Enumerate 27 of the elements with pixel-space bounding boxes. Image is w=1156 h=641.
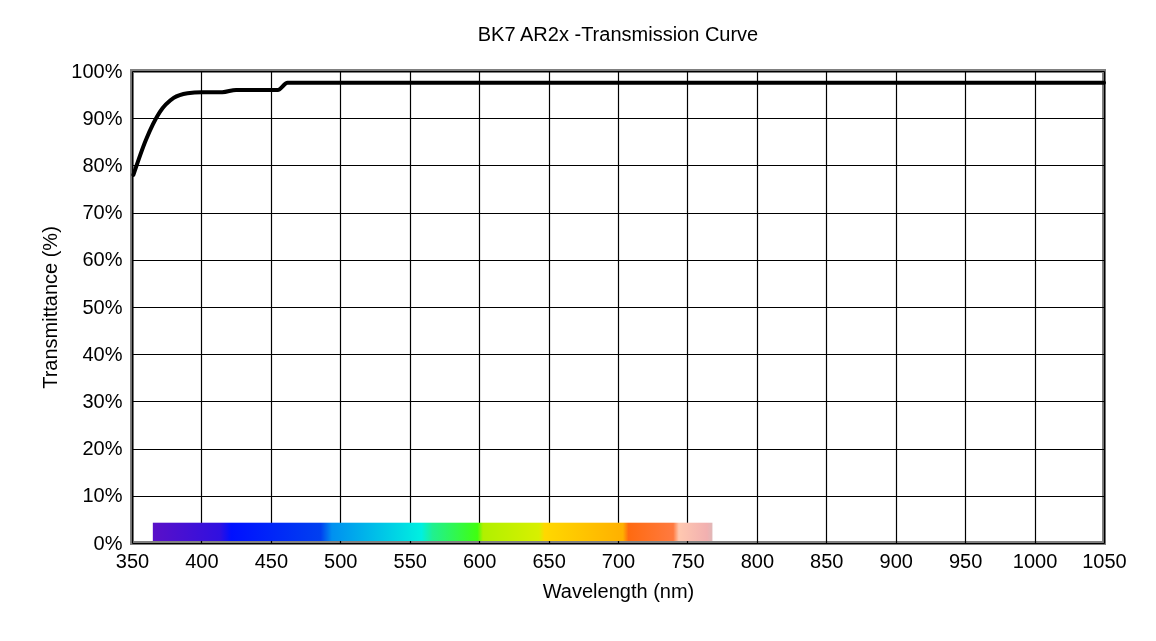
y-tick-label: 10% bbox=[82, 484, 123, 507]
y-tick-label: 50% bbox=[82, 295, 123, 318]
y-tick-label: 60% bbox=[82, 248, 123, 271]
x-tick-label: 900 bbox=[879, 549, 913, 572]
x-tick-label: 500 bbox=[324, 549, 358, 572]
x-tick-label: 450 bbox=[254, 549, 289, 572]
y-tick-label: 30% bbox=[82, 389, 123, 412]
x-tick-label: 550 bbox=[393, 549, 427, 572]
x-tick-label: 400 bbox=[185, 549, 219, 572]
x-tick-label: 600 bbox=[462, 549, 497, 572]
chart-title: BK7 AR2x -Transmission Curve bbox=[477, 23, 759, 45]
x-tick-label: 750 bbox=[671, 549, 705, 572]
x-tick-label: 650 bbox=[532, 549, 566, 572]
x-tick-label: 850 bbox=[810, 549, 844, 572]
y-tick-label: 100% bbox=[71, 59, 123, 82]
x-tick-label: 700 bbox=[601, 549, 636, 572]
y-tick-label: 40% bbox=[82, 342, 123, 365]
x-tick-label: 800 bbox=[740, 549, 775, 572]
x-tick-label: 950 bbox=[948, 549, 983, 572]
x-tick-label: 1050 bbox=[1082, 549, 1127, 572]
x-tick-label: 1000 bbox=[1012, 549, 1058, 572]
y-tick-label: 70% bbox=[82, 201, 123, 224]
y-tick-label: 90% bbox=[82, 106, 123, 129]
x-axis-title: Wavelength (nm) bbox=[542, 579, 695, 602]
y-axis-title: Transmittance (%) bbox=[39, 226, 62, 389]
y-tick-label: 20% bbox=[82, 437, 123, 460]
y-tick-label: 80% bbox=[82, 153, 123, 176]
